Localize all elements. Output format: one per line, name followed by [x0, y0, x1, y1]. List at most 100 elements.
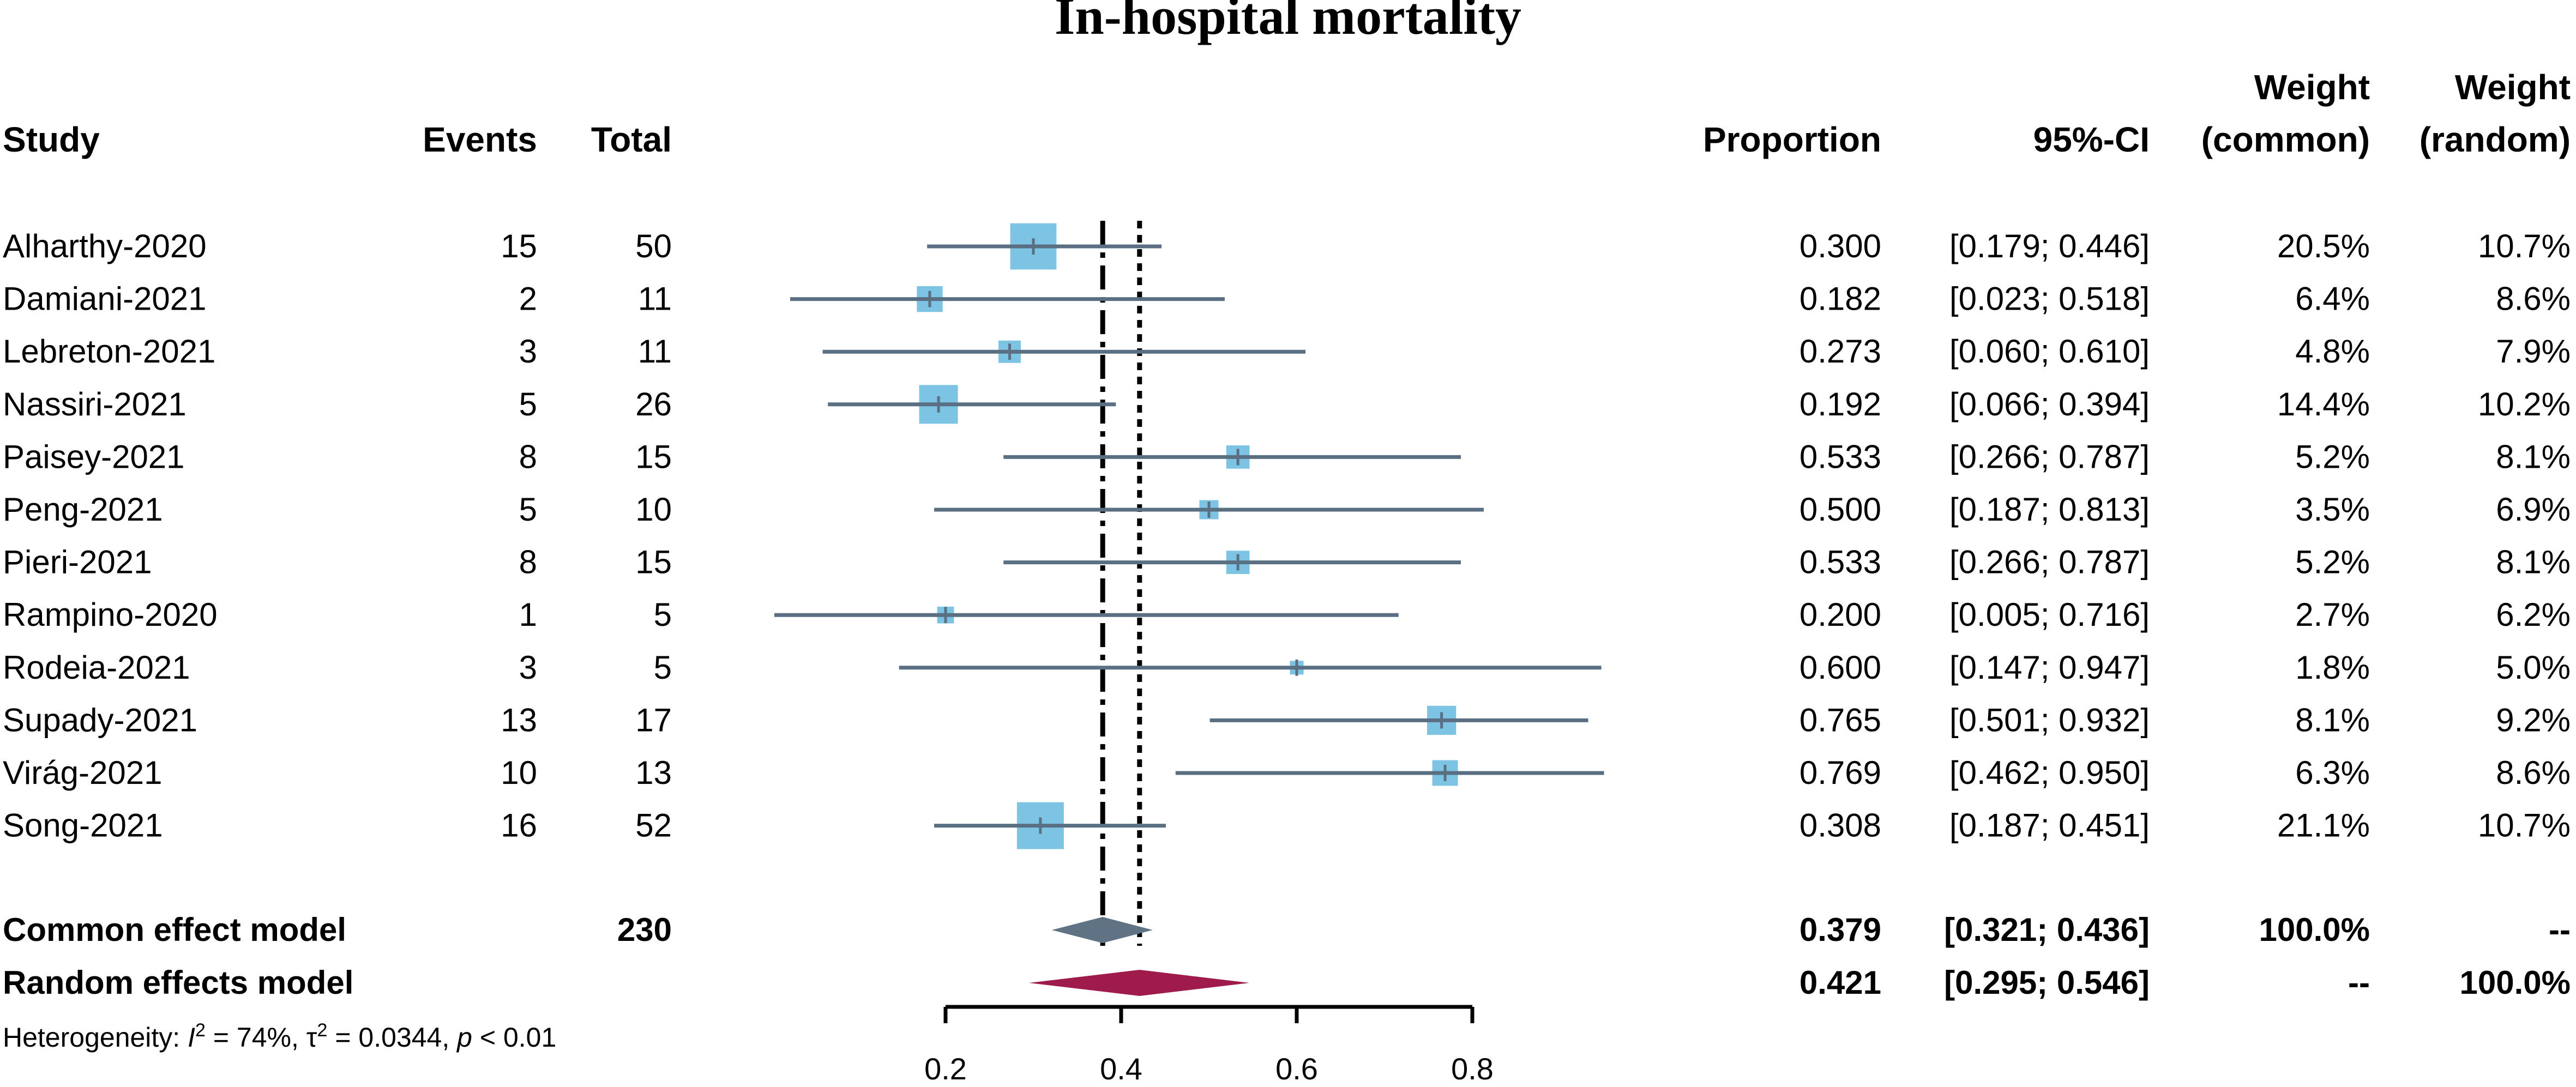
x-axis-tick-label: 0.8	[1451, 1052, 1494, 1086]
study-proportion: 0.273	[1799, 333, 1881, 370]
random-effects-model-diamond	[1028, 970, 1250, 996]
study-row: Pieri-2021 8 15 0.533 [0.266; 0.787] 5.2% 8.1%	[3, 544, 2571, 581]
study-proportion: 0.200	[1799, 596, 1881, 633]
study-ci: [0.266; 0.787]	[1949, 438, 2150, 475]
common-effect-model-weight-random: --	[2549, 911, 2571, 948]
study-weight-random: 8.6%	[2496, 281, 2571, 317]
header-total: Total	[591, 120, 672, 159]
study-row: Damiani-2021 2 11 0.182 [0.023; 0.518] 6.4% 8.…	[3, 281, 2571, 317]
study-name: Alharthy-2020	[3, 228, 207, 264]
common-effect-model-ci: [0.321; 0.436]	[1944, 911, 2150, 948]
study-proportion: 0.765	[1799, 702, 1881, 738]
study-ci: [0.462; 0.950]	[1949, 754, 2150, 791]
chart-title: In-hospital mortality	[1055, 0, 1521, 45]
study-weight-common: 1.8%	[2295, 649, 2370, 686]
header-proportion: Proportion	[1703, 120, 1881, 159]
study-weight-random: 8.1%	[2496, 544, 2571, 581]
study-proportion: 0.533	[1799, 438, 1881, 475]
random-effects-model-weight-common: --	[2348, 964, 2370, 1001]
common-effect-model-weight-common: 100.0%	[2259, 911, 2370, 948]
header-weight-common-1: Weight	[2254, 68, 2370, 107]
study-total: 5	[654, 596, 672, 633]
study-weight-common: 8.1%	[2295, 702, 2370, 738]
common-effect-model-proportion: 0.379	[1799, 911, 1881, 948]
header-events: Events	[423, 120, 537, 159]
study-weight-common: 3.5%	[2295, 491, 2370, 528]
study-events: 3	[519, 333, 537, 370]
study-events: 8	[519, 544, 537, 581]
study-name: Paisey-2021	[3, 438, 185, 475]
study-name: Lebreton-2021	[3, 333, 215, 370]
header-study: Study	[3, 120, 100, 159]
study-row: Supady-2021 13 17 0.765 [0.501; 0.932] 8.1% 9.…	[3, 702, 2571, 738]
study-weight-random: 6.9%	[2496, 491, 2571, 528]
study-weight-common: 20.5%	[2277, 228, 2370, 264]
study-ci: [0.179; 0.446]	[1949, 228, 2150, 264]
random-effects-model-proportion: 0.421	[1799, 964, 1881, 1001]
common-effect-model-total: 230	[617, 911, 672, 948]
header-ci: 95%-CI	[2033, 120, 2150, 159]
study-weight-random: 9.2%	[2496, 702, 2571, 738]
study-row: Alharthy-2020 15 50 0.300 [0.179; 0.446] 20.5…	[3, 223, 2571, 270]
study-total: 10	[635, 491, 672, 528]
common-effect-model-label: Common effect model	[3, 911, 346, 948]
study-name: Song-2021	[3, 807, 163, 844]
study-events: 15	[501, 228, 537, 264]
header-weight-random-2: (random)	[2419, 120, 2571, 159]
study-events: 2	[519, 281, 537, 317]
study-weight-common: 6.4%	[2295, 281, 2370, 317]
study-weight-common: 21.1%	[2277, 807, 2370, 844]
study-events: 16	[501, 807, 537, 844]
study-events: 5	[519, 386, 537, 422]
study-name: Pieri-2021	[3, 544, 152, 581]
study-weight-common: 2.7%	[2295, 596, 2370, 633]
study-total: 15	[635, 438, 672, 475]
study-weight-common: 14.4%	[2277, 386, 2370, 422]
study-weight-common: 4.8%	[2295, 333, 2370, 370]
header-weight-random-1: Weight	[2455, 68, 2571, 107]
study-ci: [0.066; 0.394]	[1949, 386, 2150, 422]
study-proportion: 0.308	[1799, 807, 1881, 844]
study-row: Lebreton-2021 3 11 0.273 [0.060; 0.610] 4.8% 7…	[3, 333, 2571, 370]
study-total: 17	[635, 702, 672, 738]
study-ci: [0.023; 0.518]	[1949, 281, 2150, 317]
study-weight-random: 10.7%	[2478, 807, 2571, 844]
study-proportion: 0.600	[1799, 649, 1881, 686]
study-weight-random: 10.7%	[2478, 228, 2571, 264]
random-effects-model-ci: [0.295; 0.546]	[1944, 964, 2150, 1001]
study-name: Supady-2021	[3, 702, 197, 738]
study-weight-random: 6.2%	[2496, 596, 2571, 633]
study-ci: [0.005; 0.716]	[1949, 596, 2150, 633]
reference-lines	[1100, 221, 1142, 946]
study-proportion: 0.769	[1799, 754, 1881, 791]
study-events: 8	[519, 438, 537, 475]
study-weight-random: 8.6%	[2496, 754, 2571, 791]
study-row: Paisey-2021 8 15 0.533 [0.266; 0.787] 5.2% 8.1…	[3, 438, 2571, 475]
study-name: Peng-2021	[3, 491, 163, 528]
study-row: Peng-2021 5 10 0.500 [0.187; 0.813] 3.5% 6.9%	[3, 491, 2571, 528]
study-ci: [0.266; 0.787]	[1949, 544, 2150, 581]
study-row: Virág-2021 10 13 0.769 [0.462; 0.950] 6.3% 8.6…	[3, 754, 2571, 791]
random-effects-model-label: Random effects model	[3, 964, 353, 1001]
study-total: 5	[654, 649, 672, 686]
study-total: 52	[635, 807, 672, 844]
study-row: Rampino-2020 1 5 0.200 [0.005; 0.716] 2.7% 6.2…	[3, 596, 2571, 633]
study-proportion: 0.300	[1799, 228, 1881, 264]
study-total: 11	[638, 281, 672, 317]
study-row: Rodeia-2021 3 5 0.600 [0.147; 0.947] 1.8% 5.0%	[3, 649, 2571, 686]
study-weight-common: 5.2%	[2295, 438, 2370, 475]
study-row: Song-2021 16 52 0.308 [0.187; 0.451] 21.1% 10.…	[3, 802, 2571, 849]
study-proportion: 0.533	[1799, 544, 1881, 581]
study-name: Rampino-2020	[3, 596, 218, 633]
study-weight-random: 7.9%	[2496, 333, 2571, 370]
x-axis-tick-label: 0.4	[1100, 1052, 1142, 1086]
study-ci: [0.501; 0.932]	[1949, 702, 2150, 738]
study-total: 11	[638, 333, 672, 370]
study-rows: Alharthy-2020 15 50 0.300 [0.179; 0.446] 20.5…	[3, 223, 2571, 849]
common-effect-model: Common effect model 230 0.379 [0.321; 0.436…	[3, 911, 2571, 948]
study-name: Nassiri-2021	[3, 386, 186, 422]
study-weight-common: 5.2%	[2295, 544, 2370, 581]
study-total: 15	[635, 544, 672, 581]
study-ci: [0.147; 0.947]	[1949, 649, 2150, 686]
